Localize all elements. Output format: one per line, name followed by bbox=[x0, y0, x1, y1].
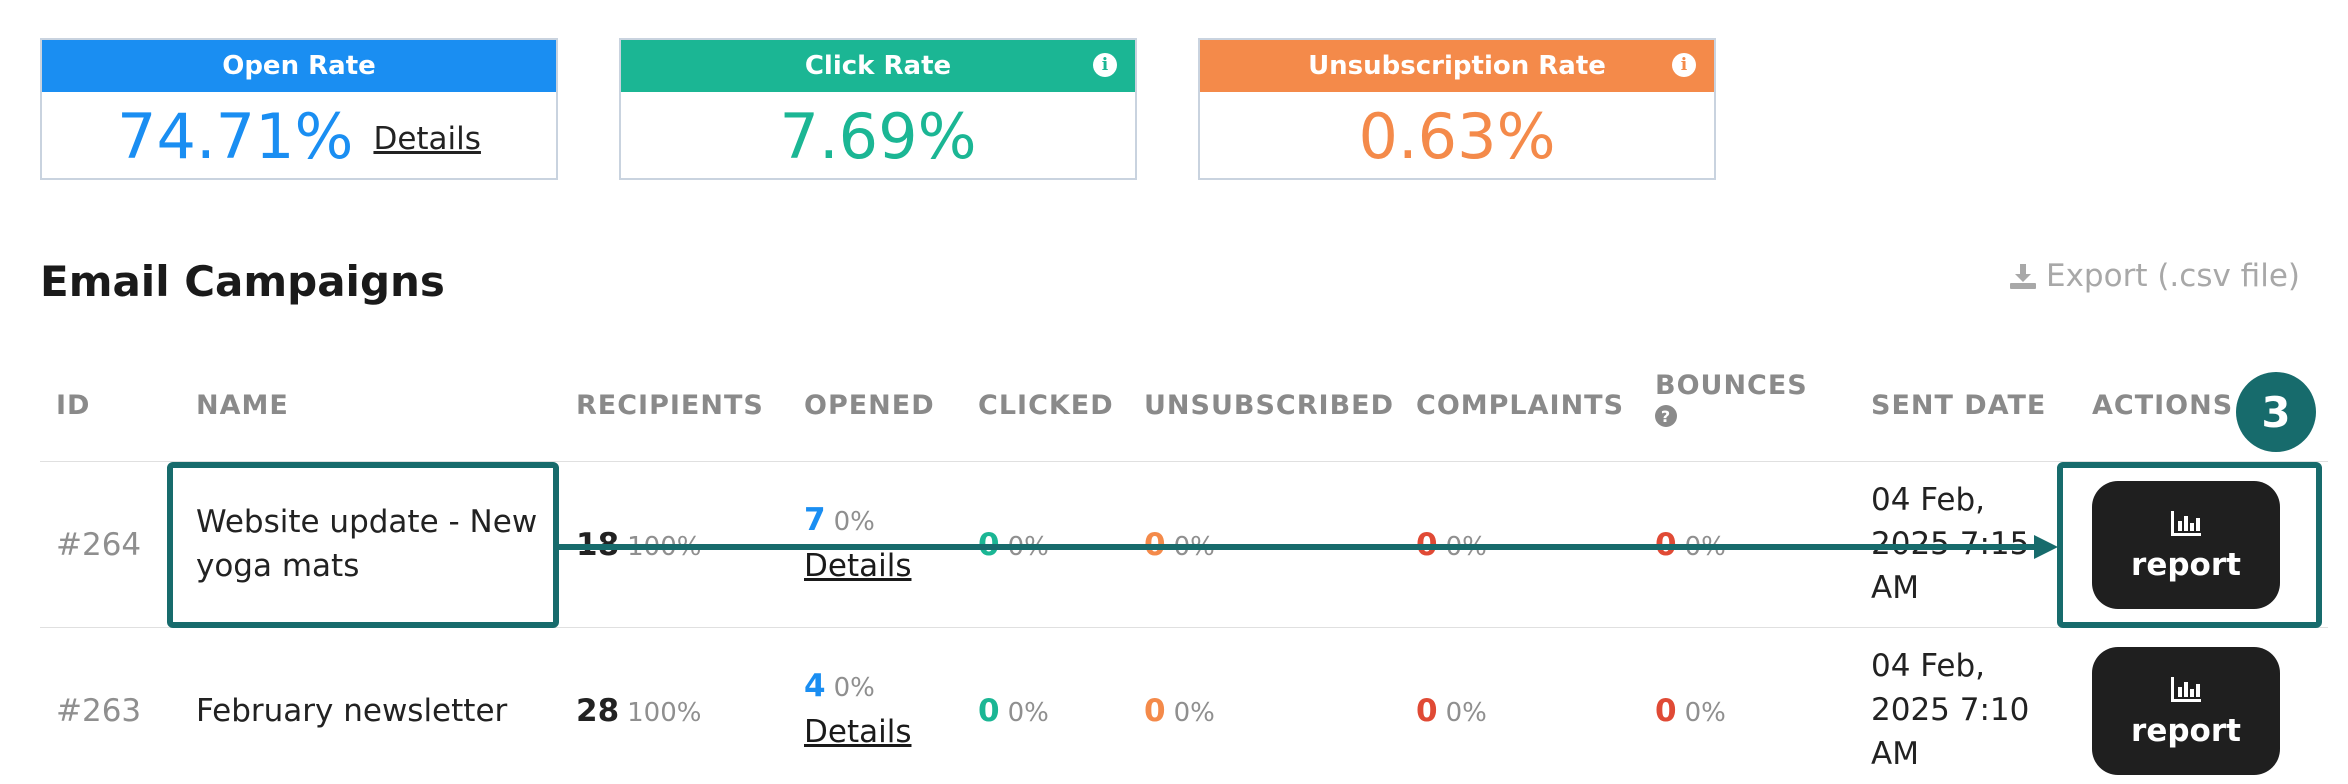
click-rate-body: 7.69% bbox=[621, 92, 1135, 180]
click-rate-header: Click Rate i bbox=[621, 40, 1135, 92]
clicked-pct: 0% bbox=[1007, 698, 1049, 728]
section-title: Email Campaigns bbox=[40, 257, 445, 306]
opened-count: 7 bbox=[804, 502, 826, 538]
recipients-count: 18 bbox=[576, 527, 620, 563]
download-icon bbox=[2010, 264, 2036, 289]
complaints-count: 0 bbox=[1416, 527, 1438, 563]
row-name[interactable]: Website update - New yoga mats bbox=[196, 500, 537, 588]
open-rate-card: Open Rate 74.71% Details bbox=[40, 38, 558, 180]
recipients-count: 28 bbox=[576, 693, 620, 729]
unsubscription-rate-body: 0.63% bbox=[1200, 92, 1714, 180]
sent-date-line: 04 Feb, bbox=[1871, 648, 1986, 684]
row-name-line: yoga mats bbox=[196, 548, 360, 584]
row-opened: 7 0% Details bbox=[804, 498, 911, 588]
row-complaints: 0 0% bbox=[1416, 523, 1487, 569]
row-complaints: 0 0% bbox=[1416, 689, 1487, 735]
export-label: Export (.csv file) bbox=[2046, 258, 2300, 294]
step-badge: 3 bbox=[2236, 372, 2316, 452]
opened-pct: 0% bbox=[833, 507, 875, 537]
report-button[interactable]: report bbox=[2092, 647, 2280, 775]
click-rate-label: Click Rate bbox=[804, 51, 952, 81]
complaints-pct: 0% bbox=[1445, 532, 1487, 562]
row-divider bbox=[40, 627, 2328, 628]
recipients-pct: 100% bbox=[627, 698, 702, 728]
sent-date-line: AM bbox=[1871, 736, 1919, 772]
bounces-pct: 0% bbox=[1684, 698, 1726, 728]
unsubscription-rate-card: Unsubscription Rate i 0.63% bbox=[1198, 38, 1716, 180]
opened-details-link[interactable]: Details bbox=[804, 714, 912, 750]
col-complaints: COMPLAINTS bbox=[1416, 390, 1625, 421]
row-sent-date: 04 Feb, 2025 7:10 AM bbox=[1871, 644, 2029, 776]
unsubscription-rate-header: Unsubscription Rate i bbox=[1200, 40, 1714, 92]
click-rate-value: 7.69% bbox=[779, 99, 977, 173]
bounces-count: 0 bbox=[1655, 693, 1677, 729]
sent-date-line: 2025 7:15 bbox=[1871, 526, 2030, 562]
report-label: report bbox=[2131, 547, 2241, 583]
clicked-count: 0 bbox=[978, 527, 1000, 563]
unsubscribed-count: 0 bbox=[1144, 693, 1166, 729]
sent-date-line: 04 Feb, bbox=[1871, 482, 1986, 518]
bounces-count: 0 bbox=[1655, 527, 1677, 563]
opened-count: 4 bbox=[804, 668, 826, 704]
question-icon[interactable]: ? bbox=[1655, 405, 1677, 427]
col-sent-date: SENT DATE bbox=[1871, 390, 2047, 421]
row-id: #263 bbox=[56, 693, 142, 729]
clicked-pct: 0% bbox=[1007, 532, 1049, 562]
unsubscription-rate-value: 0.63% bbox=[1358, 99, 1556, 173]
row-bounces: 0 0% bbox=[1655, 689, 1726, 735]
export-csv-button[interactable]: Export (.csv file) bbox=[2008, 258, 2300, 294]
report-button[interactable]: report bbox=[2092, 481, 2280, 609]
row-bounces: 0 0% bbox=[1655, 523, 1726, 569]
row-unsubscribed: 0 0% bbox=[1144, 523, 1215, 569]
bounces-pct: 0% bbox=[1684, 532, 1726, 562]
clicked-count: 0 bbox=[978, 693, 1000, 729]
row-name-line: Website update - New bbox=[196, 504, 538, 540]
row-unsubscribed: 0 0% bbox=[1144, 689, 1215, 735]
col-bounces-label: BOUNCES bbox=[1655, 370, 1808, 401]
col-clicked: CLICKED bbox=[978, 390, 1114, 421]
row-name-line: February newsletter bbox=[196, 693, 508, 729]
col-name: NAME bbox=[196, 390, 289, 421]
col-opened: OPENED bbox=[804, 390, 935, 421]
row-clicked: 0 0% bbox=[978, 689, 1049, 735]
open-rate-details-link[interactable]: Details bbox=[373, 121, 481, 157]
sent-date-line: 2025 7:10 bbox=[1871, 692, 2030, 728]
bar-chart-icon bbox=[2171, 677, 2201, 702]
unsubscribed-count: 0 bbox=[1144, 527, 1166, 563]
click-rate-card: Click Rate i 7.69% bbox=[619, 38, 1137, 180]
row-sent-date: 04 Feb, 2025 7:15 AM bbox=[1871, 478, 2029, 610]
open-rate-value: 74.71% bbox=[117, 99, 354, 173]
row-recipients: 28 100% bbox=[576, 689, 701, 735]
complaints-pct: 0% bbox=[1445, 698, 1487, 728]
col-recipients: RECIPIENTS bbox=[576, 390, 764, 421]
unsubscription-rate-label: Unsubscription Rate bbox=[1308, 51, 1606, 81]
row-opened: 4 0% Details bbox=[804, 664, 911, 754]
complaints-count: 0 bbox=[1416, 693, 1438, 729]
recipients-pct: 100% bbox=[627, 532, 702, 562]
col-actions: ACTIONS bbox=[2092, 390, 2234, 421]
header-divider bbox=[40, 461, 2328, 462]
col-id: ID bbox=[56, 390, 91, 421]
sent-date-line: AM bbox=[1871, 570, 1919, 606]
opened-details-link[interactable]: Details bbox=[804, 548, 912, 584]
unsubscribed-pct: 0% bbox=[1173, 532, 1215, 562]
row-clicked: 0 0% bbox=[978, 523, 1049, 569]
info-icon[interactable]: i bbox=[1672, 53, 1696, 77]
row-recipients: 18 100% bbox=[576, 523, 701, 569]
row-id: #264 bbox=[56, 527, 142, 563]
row-name[interactable]: February newsletter bbox=[196, 689, 507, 733]
report-label: report bbox=[2131, 713, 2241, 749]
col-bounces: BOUNCES ? bbox=[1655, 370, 1808, 427]
open-rate-header: Open Rate bbox=[42, 40, 556, 92]
opened-pct: 0% bbox=[833, 673, 875, 703]
open-rate-body: 74.71% Details bbox=[42, 92, 556, 180]
unsubscribed-pct: 0% bbox=[1173, 698, 1215, 728]
info-icon[interactable]: i bbox=[1093, 53, 1117, 77]
open-rate-label: Open Rate bbox=[222, 51, 376, 81]
col-unsubscribed: UNSUBSCRIBED bbox=[1144, 390, 1395, 421]
bar-chart-icon bbox=[2171, 511, 2201, 536]
